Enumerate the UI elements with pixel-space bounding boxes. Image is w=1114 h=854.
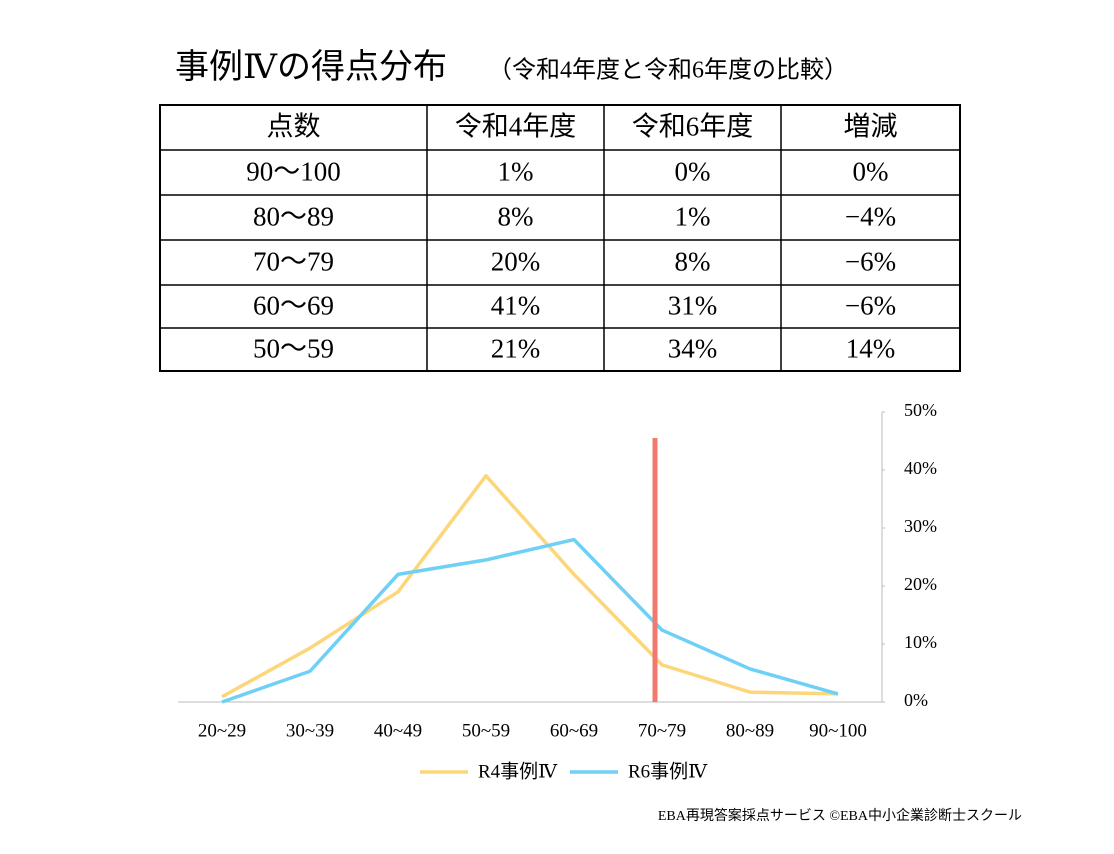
- table-cell: 90〜100: [246, 157, 341, 187]
- y-tick-label: 0%: [904, 690, 928, 710]
- table-cell: 41%: [491, 291, 541, 321]
- table-cell: 8%: [498, 202, 534, 232]
- x-tick-label: 90~100: [809, 720, 867, 741]
- table-cell: 20%: [491, 247, 541, 277]
- table-cell: −6%: [845, 247, 896, 277]
- legend-label: R6事例Ⅳ: [628, 760, 708, 782]
- footer: EBA再現答案採点サービス ©EBA中小企業診断士スクール: [658, 807, 1022, 824]
- table-cell: 31%: [668, 291, 718, 321]
- table-cell: 80〜89: [253, 202, 334, 232]
- y-tick-label: 40%: [904, 458, 937, 478]
- table-cell: 14%: [846, 334, 896, 364]
- x-tick-label: 30~39: [286, 720, 334, 741]
- table-cell: −4%: [845, 202, 896, 232]
- table-header-cell: 令和4年度: [455, 112, 577, 142]
- table-cell: 0%: [675, 157, 711, 187]
- table-header-cell: 増減: [844, 112, 898, 142]
- table-cell: 50〜59: [253, 334, 334, 364]
- table-cell: 8%: [675, 247, 711, 277]
- y-tick-label: 30%: [904, 516, 937, 536]
- table-cell: 1%: [498, 157, 534, 187]
- table-cell: −6%: [845, 291, 896, 321]
- subtitle: （令和4年度と令和6年度の比較）: [488, 57, 848, 84]
- y-tick-label: 20%: [904, 574, 937, 594]
- table-header-cell: 点数: [267, 112, 321, 142]
- x-tick-label: 40~49: [374, 720, 422, 741]
- y-tick-label: 50%: [904, 400, 937, 420]
- table-cell: 70〜79: [253, 247, 334, 277]
- table-cell: 1%: [675, 202, 711, 232]
- x-tick-label: 80~89: [726, 720, 774, 741]
- x-tick-label: 50~59: [462, 720, 510, 741]
- title: 事例Ⅳの得点分布: [175, 48, 447, 86]
- x-tick-label: 20~29: [198, 720, 246, 741]
- table-cell: 21%: [491, 334, 541, 364]
- series-line: [221, 474, 839, 699]
- table-cell: 34%: [668, 334, 718, 364]
- table-border: [159, 104, 961, 372]
- table-cell: 60〜69: [253, 291, 334, 321]
- y-tick-label: 10%: [904, 632, 937, 652]
- table-header-cell: 令和6年度: [632, 112, 754, 142]
- table-cell: 0%: [853, 157, 889, 187]
- x-tick-label: 70~79: [638, 720, 686, 741]
- x-tick-label: 60~69: [550, 720, 598, 741]
- legend-label: R4事例Ⅳ: [478, 760, 558, 782]
- series-line: [221, 537, 839, 704]
